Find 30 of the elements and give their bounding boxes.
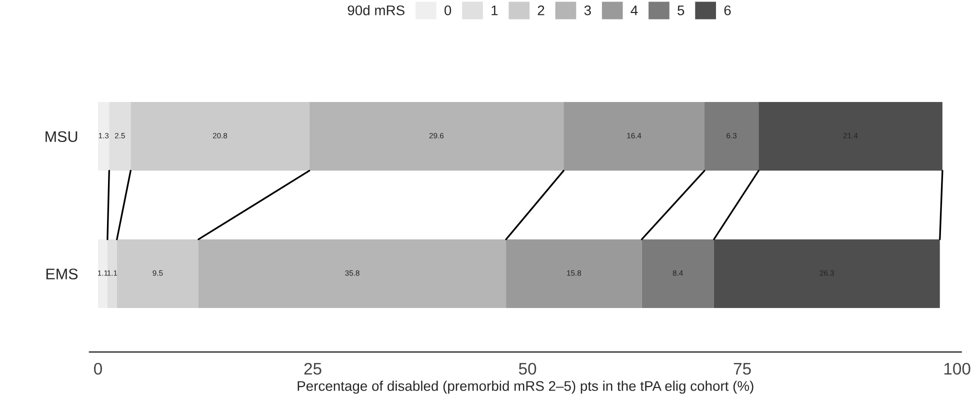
- legend-label: 4: [630, 6, 638, 16]
- bar: [109, 102, 131, 171]
- bar: [107, 239, 117, 308]
- bar: [758, 102, 942, 171]
- x-tick-label: 75: [734, 363, 751, 375]
- bar: [116, 239, 199, 308]
- bar: [198, 239, 506, 308]
- bar: [98, 239, 108, 308]
- legend-label: 6: [724, 5, 731, 16]
- bar: [98, 102, 110, 171]
- bar: [130, 102, 310, 171]
- y-tick-label: MSU: [46, 131, 78, 142]
- bar: [704, 102, 759, 171]
- bar: [309, 102, 564, 171]
- x-tick-label: 100: [944, 362, 970, 375]
- legend-label: 5: [678, 6, 684, 16]
- legend-label: 2: [538, 5, 544, 16]
- legend-label: 0: [444, 5, 452, 16]
- legend-label: 1: [492, 6, 498, 16]
- bar: [642, 239, 714, 308]
- x-tick-label: 0: [94, 362, 102, 375]
- legend-title: 90d mRS: [348, 5, 404, 16]
- bar: [714, 239, 940, 308]
- x-tick-label: 50: [518, 362, 536, 375]
- bar: [506, 239, 642, 308]
- y-tick-label: EMS: [46, 268, 78, 280]
- x-tick-label: 25: [304, 362, 322, 375]
- x-axis-title: Percentage of disabled (premorbid mRS 2–5) pts in the tPA elig cohort (%): [298, 380, 754, 394]
- legend-label: 3: [584, 5, 591, 16]
- bar: [564, 102, 704, 171]
